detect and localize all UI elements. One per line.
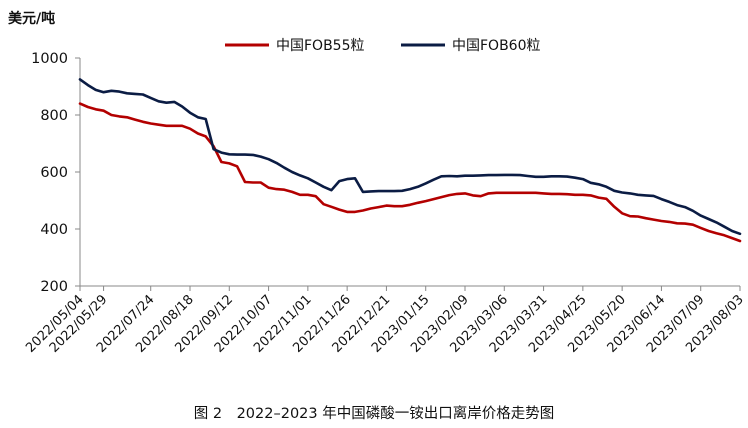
y-tick-label: 1000 — [31, 51, 68, 67]
figure-caption: 图 2 2022–2023 年中国磷酸一铵出口离岸价格走势图 — [194, 405, 555, 422]
y-axis-unit-label: 美元/吨 — [8, 10, 55, 27]
y-tick-label: 600 — [40, 165, 68, 181]
series-line-1 — [78, 102, 742, 243]
legend-label-1: 中国FOB55粒 — [276, 38, 365, 54]
legend: 中国FOB55粒 中国FOB60粒 — [225, 38, 541, 54]
y-tick-label: 400 — [40, 222, 68, 238]
series-line-2 — [78, 78, 742, 236]
x-axis-ticks: 2022/05/042022/05/292022/07/242022/08/18… — [23, 286, 747, 356]
y-tick-label: 200 — [40, 279, 68, 295]
y-tick-label: 800 — [40, 108, 68, 124]
series-lines — [78, 78, 742, 243]
y-axis-ticks: 200 400 600 800 1000 — [31, 51, 80, 295]
legend-label-2: 中国FOB60粒 — [452, 38, 541, 54]
